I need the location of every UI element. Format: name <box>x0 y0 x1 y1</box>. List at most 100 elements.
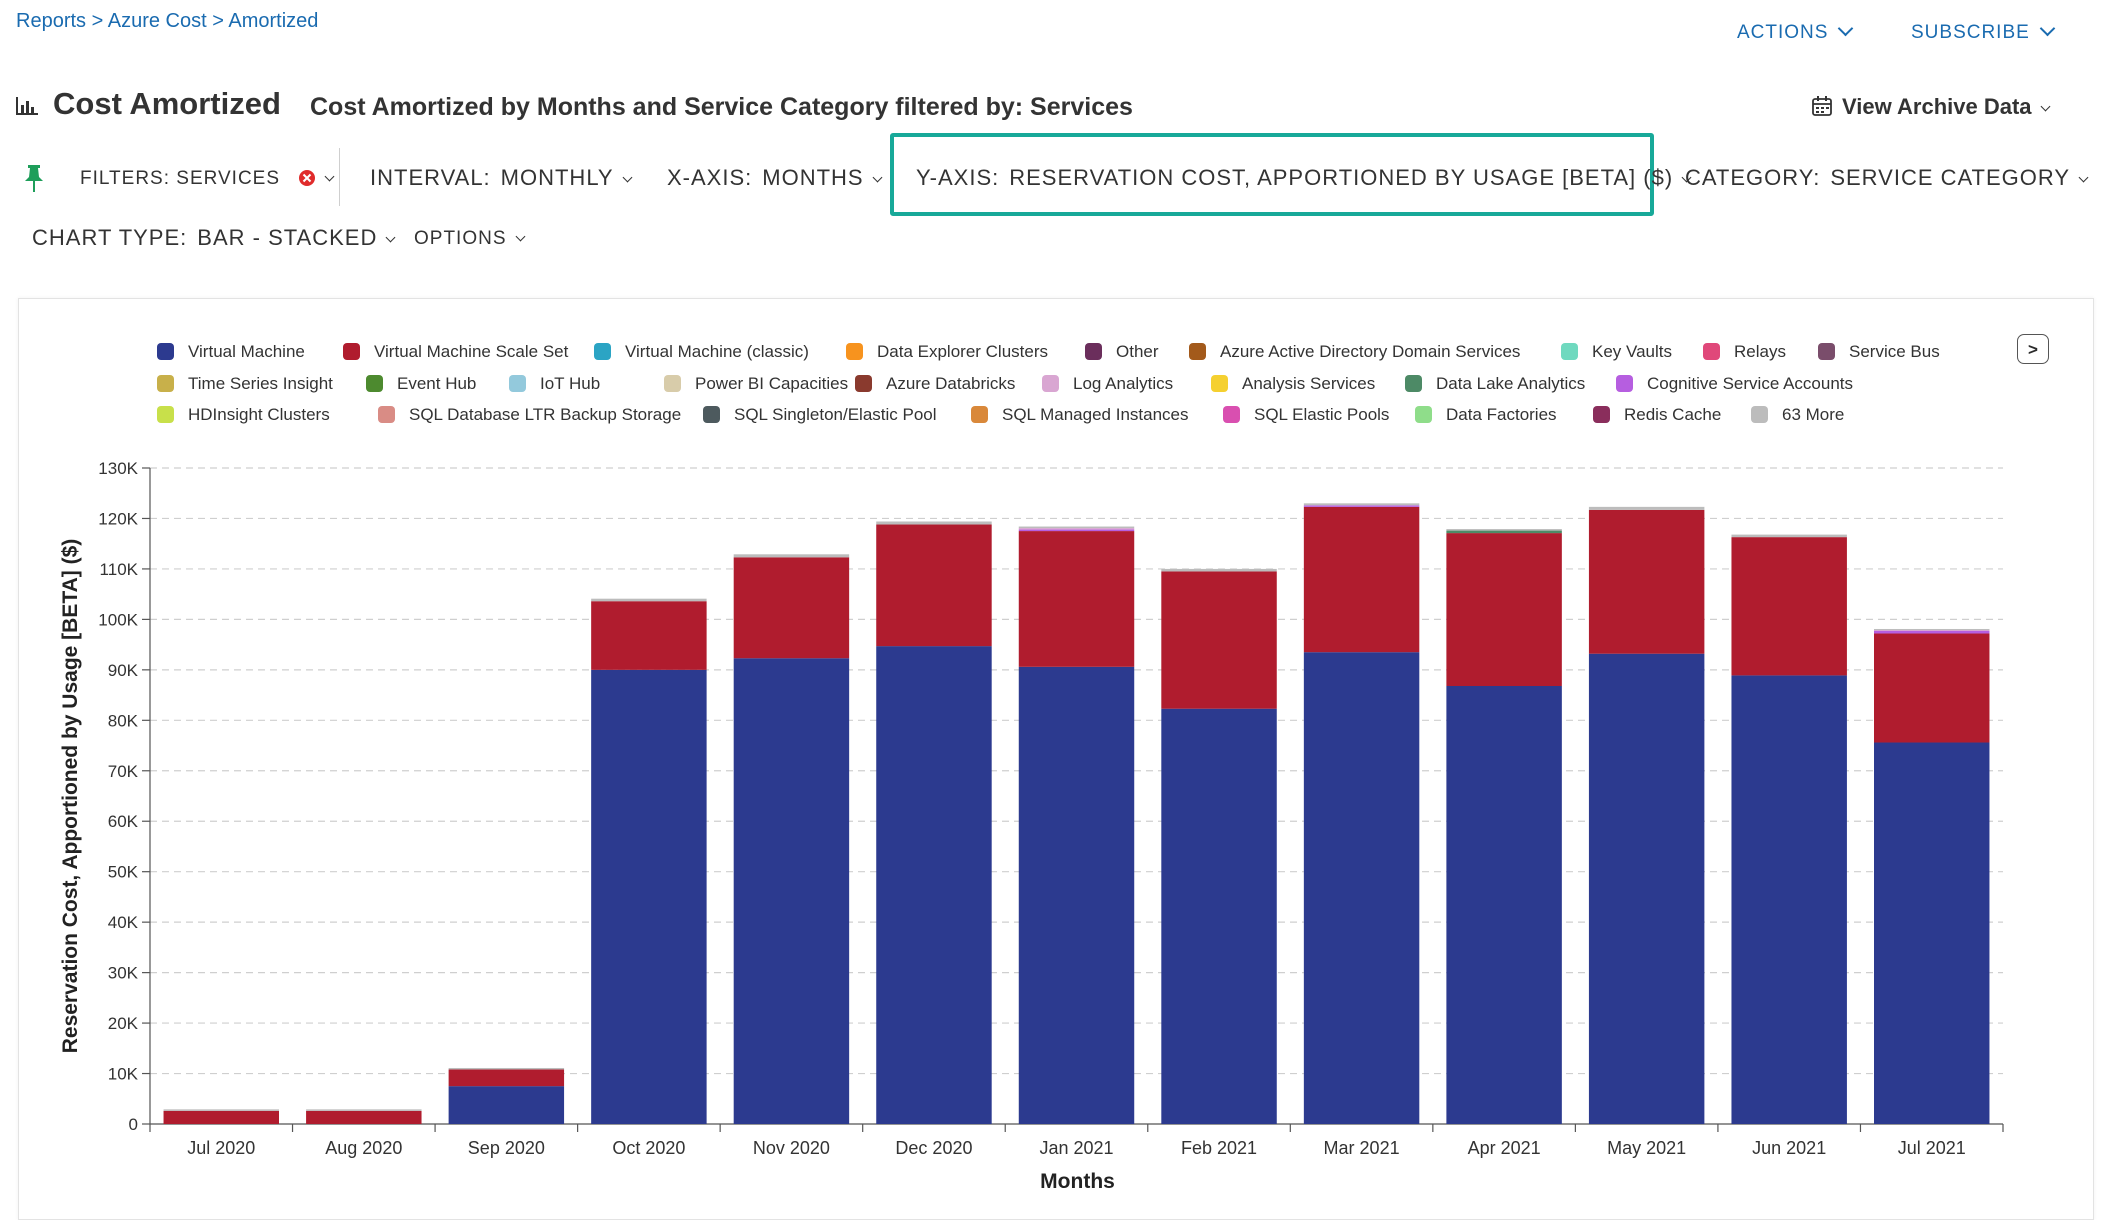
bar-segment[interactable] <box>591 598 707 602</box>
x-axis-dropdown[interactable]: X-AXIS: MONTHS <box>667 165 883 191</box>
interval-dropdown[interactable]: INTERVAL: MONTHLY <box>370 165 633 191</box>
bar-segment[interactable] <box>306 1110 422 1124</box>
bar-segment[interactable] <box>876 646 992 1124</box>
bar-segment[interactable] <box>1874 630 1990 634</box>
filters-dropdown[interactable]: FILTERS: SERVICES <box>80 168 335 190</box>
bar-segment[interactable] <box>591 669 707 1124</box>
legend-item[interactable]: Log Analytics <box>1042 374 1173 394</box>
legend-item[interactable]: SQL Elastic Pools <box>1223 405 1389 425</box>
legend-label: Azure Databricks <box>886 374 1016 393</box>
options-dropdown[interactable]: OPTIONS <box>414 228 525 250</box>
bar-segment[interactable] <box>163 1109 279 1111</box>
breadcrumb-reports-link[interactable]: Reports <box>16 10 87 32</box>
legend-item[interactable]: IoT Hub <box>509 374 600 394</box>
bar-segment[interactable] <box>1018 528 1135 530</box>
category-dropdown[interactable]: CATEGORY: SERVICE CATEGORY <box>1685 165 2089 191</box>
bar-segment[interactable] <box>1446 533 1562 686</box>
legend-swatch <box>1561 343 1578 360</box>
legend-item[interactable]: SQL Singleton/Elastic Pool <box>703 405 937 425</box>
bar-segment[interactable] <box>1588 506 1705 510</box>
bar-segment[interactable] <box>1446 685 1562 1124</box>
bar-segment[interactable] <box>1446 529 1562 531</box>
bar-segment[interactable] <box>876 521 992 525</box>
bar-segment[interactable] <box>1018 531 1135 667</box>
bar-segment[interactable] <box>1018 666 1135 1124</box>
bar-segment[interactable] <box>733 557 850 659</box>
legend-item[interactable]: Azure Databricks <box>855 374 1015 394</box>
chart-type-dropdown[interactable]: CHART TYPE: BAR - STACKED <box>32 225 396 251</box>
legend-item[interactable]: Data Lake Analytics <box>1405 374 1585 394</box>
legend-item[interactable]: Analysis Services <box>1211 374 1375 394</box>
bar-segment[interactable] <box>1161 708 1277 1124</box>
bar-segment[interactable] <box>1446 530 1562 534</box>
legend-item[interactable]: Relays <box>1703 342 1786 362</box>
pin-icon[interactable] <box>22 165 46 193</box>
legend-label: SQL Singleton/Elastic Pool <box>734 405 937 424</box>
bar-segment[interactable] <box>1588 509 1705 654</box>
bar-segment[interactable] <box>1731 534 1847 538</box>
bar-segment[interactable] <box>1874 628 1990 630</box>
bar-segment[interactable] <box>1874 633 1990 743</box>
bar-segment[interactable] <box>1303 505 1420 507</box>
clear-filter-icon[interactable] <box>298 169 316 187</box>
legend-swatch <box>343 343 360 360</box>
bar-segment[interactable] <box>1018 526 1135 529</box>
legend-item[interactable]: Redis Cache <box>1593 405 1721 425</box>
legend-item[interactable]: Time Series Insight <box>157 374 333 394</box>
bar-segment[interactable] <box>1731 537 1847 676</box>
bar-segment[interactable] <box>733 658 850 1124</box>
bar-segment[interactable] <box>1161 571 1277 709</box>
legend-item[interactable]: HDInsight Clusters <box>157 405 330 425</box>
bar-segment[interactable] <box>1303 503 1420 506</box>
breadcrumb-current[interactable]: Amortized <box>228 10 319 32</box>
legend-item[interactable]: SQL Database LTR Backup Storage <box>378 405 681 425</box>
legend-label: Event Hub <box>397 374 477 393</box>
bar-segment[interactable] <box>448 1067 565 1070</box>
bar-segment[interactable] <box>591 601 707 670</box>
legend-item[interactable]: Power BI Capacities <box>664 374 848 394</box>
bar-segment[interactable] <box>1874 629 1990 631</box>
legend-label: Virtual Machine (classic) <box>625 342 809 361</box>
bar-segment[interactable] <box>1303 506 1420 653</box>
y-tick-label: 70K <box>108 762 139 781</box>
actions-menu[interactable]: ACTIONS <box>1737 20 1854 44</box>
legend-item[interactable]: Virtual Machine <box>157 342 305 362</box>
x-tick-label: Jun 2021 <box>1752 1138 1826 1158</box>
legend-item[interactable]: Cognitive Service Accounts <box>1616 374 1853 394</box>
bar-segment[interactable] <box>876 524 992 647</box>
legend-item[interactable]: Key Vaults <box>1561 342 1672 362</box>
bar-segment[interactable] <box>448 1086 565 1124</box>
bar-segment[interactable] <box>1161 568 1277 572</box>
legend-item[interactable]: 63 More <box>1751 405 1844 425</box>
legend-item[interactable]: Virtual Machine Scale Set <box>343 342 568 362</box>
bar-segment[interactable] <box>306 1109 422 1111</box>
legend-item[interactable]: Azure Active Directory Domain Services <box>1189 342 1520 362</box>
legend-item[interactable]: Data Explorer Clusters <box>846 342 1048 362</box>
bar-segment[interactable] <box>163 1110 279 1124</box>
y-tick-label: 90K <box>108 661 139 680</box>
legend-item[interactable]: Other <box>1085 342 1159 362</box>
bar-segment[interactable] <box>1731 675 1847 1124</box>
legend-item[interactable]: Data Factories <box>1415 405 1557 425</box>
legend-item[interactable]: Service Bus <box>1818 342 1940 362</box>
breadcrumb-separator: > <box>86 10 108 32</box>
legend-item[interactable]: SQL Managed Instances <box>971 405 1189 425</box>
y-tick-label: 0 <box>129 1115 138 1134</box>
bar-segment[interactable] <box>1303 652 1420 1124</box>
legend-label: SQL Managed Instances <box>1002 405 1189 424</box>
view-archive-data-button[interactable]: View Archive Data <box>1812 94 2050 120</box>
bar-segment[interactable] <box>733 554 850 558</box>
y-axis-dropdown[interactable]: Y-AXIS: RESERVATION COST, APPORTIONED BY … <box>916 165 1692 191</box>
legend-swatch <box>1042 375 1059 392</box>
bar-segment[interactable] <box>1588 653 1705 1124</box>
legend-swatch <box>1818 343 1835 360</box>
legend-item[interactable]: Event Hub <box>366 374 476 394</box>
bar-segment[interactable] <box>1874 742 1990 1124</box>
bar-segment[interactable] <box>1018 529 1135 532</box>
bar-segment[interactable] <box>448 1069 565 1087</box>
chart-type-value: BAR - STACKED <box>197 225 378 250</box>
legend-next-page-button[interactable]: > <box>2017 334 2049 364</box>
legend-item[interactable]: Virtual Machine (classic) <box>594 342 809 362</box>
subscribe-menu[interactable]: SUBSCRIBE <box>1911 20 2056 44</box>
breadcrumb-azure-cost-link[interactable]: Azure Cost <box>107 10 207 32</box>
